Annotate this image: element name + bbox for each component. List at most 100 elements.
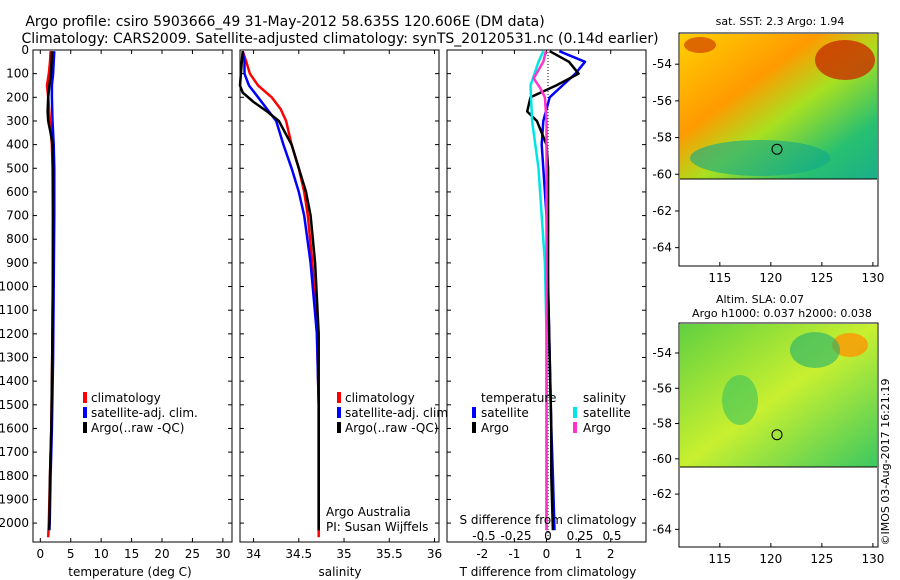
legend-swatch-sal-argo [573, 422, 577, 433]
lat-tick-label: -60 [652, 452, 672, 466]
legend-label-temp-argo: Argo [481, 421, 509, 435]
s-difference-label: S difference from climatology [460, 513, 637, 527]
depth-tick-label: 1000 [0, 280, 29, 294]
s-tick-label: 0 [544, 529, 552, 543]
lon-tick-label: 120 [759, 271, 782, 285]
depth-tick-label: 1400 [0, 374, 29, 388]
legend-swatch-temp-satellite [472, 407, 476, 418]
figure-title-line1: Argo profile: csiro 5903666_49 31-May-20… [25, 14, 544, 30]
depth-tick-label: 600 [6, 185, 29, 199]
x-tick-label: 2 [607, 547, 615, 561]
x-tick-label: 30 [215, 547, 230, 561]
legend-swatch-argo [83, 422, 87, 433]
lon-tick-label: 125 [810, 552, 833, 566]
x-tick-label: 15 [124, 547, 139, 561]
sst-warm-patch [815, 40, 875, 80]
argo-position-marker [771, 143, 783, 155]
depth-tick-label: 1700 [0, 445, 29, 459]
series-line-argo-raw-qc- [46, 51, 55, 531]
depth-tick-label: 1200 [0, 327, 29, 341]
salinity-series [238, 50, 320, 538]
x-tick-label: 36 [427, 547, 442, 561]
legend-label-climatology: climatology [345, 391, 415, 405]
x-tick-label: -2 [476, 547, 488, 561]
temperature-panel: 0100200300400500600700800900100011001200… [0, 43, 233, 579]
depth-tick-label: 1300 [0, 351, 29, 365]
x-tick-label: 34 [246, 547, 261, 561]
depth-tick-label: 1500 [0, 398, 29, 412]
salinity-axes-frame [239, 49, 440, 543]
legend-title-temperature: temperature [481, 391, 556, 405]
x-tick-label: 35.5 [376, 547, 403, 561]
depth-tick-label: 100 [6, 67, 29, 81]
sla-map-panel: Altim. SLA: 0.07 Argo h1000: 0.037 h2000… [652, 293, 884, 566]
legend-label-sal-argo: Argo [583, 421, 611, 435]
series-line-salinity-argo [532, 50, 548, 531]
sla-map-subtitle: Argo h1000: 0.037 h2000: 0.038 [692, 307, 872, 320]
annotation-pi: PI: Susan Wijffels [326, 520, 428, 534]
lat-tick-label: -56 [652, 381, 672, 395]
legend-swatch-satellite-adj [337, 407, 341, 418]
difference-panel: -2 -1 0 1 2 -0.5 -0.25 0 0.25 0.5 S difference f… [446, 49, 647, 579]
legend-swatch-climatology [83, 392, 87, 403]
x-tick-label: 5 [67, 547, 75, 561]
temperature-x-axis: 0 5 10 15 20 25 30 [36, 50, 231, 561]
x-tick-label: 34.5 [285, 547, 312, 561]
sst-cool-patch [690, 140, 830, 176]
lat-tick-label: -56 [652, 94, 672, 108]
temperature-depth-axis: 0 100 200 300 400 500 600 700 800 900 1000 1100 1200… [0, 43, 232, 530]
x-tick-label: 20 [154, 547, 169, 561]
lat-tick-label: -64 [652, 241, 672, 255]
sst-map-lat-axis: -54 -56 -58 -60 -62 -64 [652, 57, 679, 255]
depth-tick-label: 400 [6, 138, 29, 152]
lat-tick-label: -62 [652, 204, 672, 218]
depth-tick-label: 500 [6, 161, 29, 175]
s-tick-label: 0.5 [602, 529, 621, 543]
salinity-depth-ticks [240, 49, 439, 524]
legend-label-argo: Argo(..raw -QC) [345, 421, 438, 435]
argo-position-marker [771, 429, 783, 441]
annotation-argo-australia: Argo Australia [326, 505, 411, 519]
t-difference-label: T difference from climatology [459, 565, 637, 579]
depth-tick-label: 900 [6, 256, 29, 270]
temperature-series [45, 51, 56, 538]
figure-title-line2: Climatology: CARS2009. Satellite-adjuste… [21, 31, 658, 47]
lat-tick-label: -58 [652, 131, 672, 145]
salinity-xlabel: salinity [318, 565, 361, 579]
lon-tick-label: 130 [861, 552, 884, 566]
lon-tick-label: 130 [861, 271, 884, 285]
temperature-legend: climatology satellite-adj. clim. Argo(..… [83, 391, 198, 435]
salinity-x-axis: 34 34.5 35 35.5 36 [246, 50, 442, 561]
lat-tick-label: -54 [652, 57, 672, 71]
lat-tick-label: -58 [652, 417, 672, 431]
lon-tick-label: 115 [708, 552, 731, 566]
x-tick-label: 25 [185, 547, 200, 561]
x-tick-label: -1 [508, 547, 520, 561]
lat-tick-label: -54 [652, 346, 672, 360]
lat-tick-label: -60 [652, 167, 672, 181]
legend-swatch-temp-argo [472, 422, 476, 433]
legend-label-climatology: climatology [91, 391, 161, 405]
legend-label-satellite-adj: satellite-adj. clim. [91, 406, 198, 420]
lat-tick-label: -62 [652, 487, 672, 501]
legend-title-salinity: salinity [583, 391, 626, 405]
legend-swatch-climatology [337, 392, 341, 403]
depth-tick-label: 1100 [0, 303, 29, 317]
legend-label-satellite-adj: satellite-adj. clim. [345, 406, 452, 420]
difference-legend: temperature salinity satellite Argo sate… [472, 391, 631, 435]
series-line-argo-raw-qc- [238, 51, 320, 531]
credit-stamp: ©IMOS 03-Aug-2017 16:21:19 [879, 379, 892, 546]
legend-swatch-argo [337, 422, 341, 433]
difference-depth-ticks [447, 49, 646, 524]
sst-warm-patch [684, 37, 716, 53]
x-tick-label: 0 [543, 547, 551, 561]
sla-map-lon-axis: 115 120 125 130 [708, 543, 884, 566]
depth-tick-label: 0 [21, 43, 29, 57]
depth-tick-label: 1800 [0, 469, 29, 483]
sst-map-title: sat. SST: 2.3 Argo: 1.94 [716, 15, 845, 28]
depth-tick-label: 300 [6, 114, 29, 128]
sla-high-patch [832, 333, 868, 357]
temperature-axes-frame [32, 49, 233, 543]
lon-tick-label: 115 [708, 271, 731, 285]
s-tick-label: -0.25 [500, 529, 531, 543]
